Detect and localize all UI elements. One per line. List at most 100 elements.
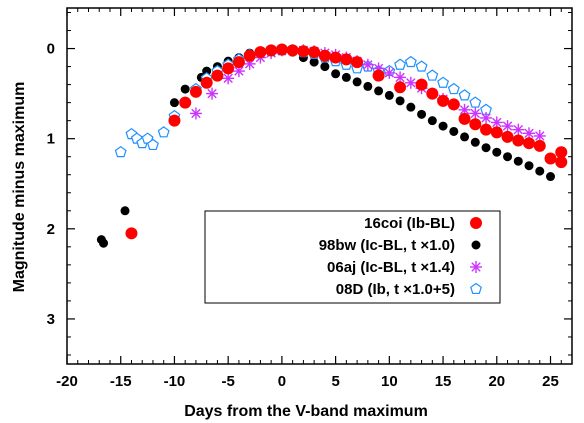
data-point [329, 51, 342, 64]
data-point [437, 76, 449, 88]
x-tick-label: 15 [435, 373, 452, 390]
legend-marker [470, 282, 482, 295]
data-point [180, 84, 190, 94]
x-tick-label: -15 [110, 373, 132, 390]
data-point [535, 166, 545, 176]
data-point [206, 87, 219, 100]
data-points [96, 43, 568, 248]
data-point [513, 156, 523, 166]
data-point [546, 172, 556, 182]
series-0 [125, 43, 568, 240]
data-point [383, 66, 396, 79]
data-point [179, 96, 192, 109]
data-point [372, 69, 385, 82]
data-point [320, 62, 330, 72]
x-tick-label: 0 [278, 373, 286, 390]
data-point [352, 77, 362, 87]
data-point [469, 107, 482, 120]
data-point [438, 121, 448, 131]
data-point [120, 206, 130, 216]
x-tick-label: 10 [381, 373, 398, 390]
data-point [189, 107, 202, 120]
data-point [512, 123, 525, 136]
data-point [340, 53, 353, 66]
axis-ticks [66, 8, 572, 364]
data-point [555, 156, 568, 169]
data-point [501, 130, 514, 143]
legend: 16coi (Ib-BL) 98bw (Ic-BL, t ×1.0) 06aj … [204, 210, 501, 304]
x-tick-label: -10 [164, 373, 186, 390]
y-tick-label: 2 [47, 221, 55, 238]
legend-marker [470, 217, 482, 229]
data-point [523, 127, 536, 140]
data-point [232, 56, 245, 69]
legend-label-16coi: 16coi (Ib-BL) [364, 215, 455, 232]
data-point [417, 109, 427, 119]
data-point [331, 69, 341, 79]
legend-label-08D: 08D (Ib, t ×1.0+5) [336, 281, 455, 298]
legend-marker [471, 240, 481, 250]
y-axis-title: Magnitude minus maximum [11, 82, 28, 293]
y-tick-label: 1 [47, 131, 55, 148]
data-point [404, 55, 417, 68]
y-tick-label: 0 [47, 41, 55, 58]
data-point [254, 46, 267, 59]
data-point [286, 44, 299, 57]
x-tick-label: -5 [221, 373, 234, 390]
data-point [147, 138, 159, 151]
data-point [458, 112, 471, 125]
data-point [351, 56, 364, 69]
data-point [524, 161, 534, 171]
x-tick-label: 20 [488, 373, 505, 390]
data-point [211, 69, 224, 82]
data-point [275, 43, 288, 56]
data-point [437, 94, 450, 107]
x-tick-label: -20 [56, 373, 78, 390]
data-point [447, 82, 460, 95]
data-point [480, 111, 493, 124]
data-point [533, 139, 546, 152]
data-point [168, 114, 181, 127]
data-point [427, 116, 437, 126]
data-point [308, 46, 321, 59]
data-point [265, 44, 278, 57]
data-point [169, 98, 179, 108]
legend-marker [470, 261, 482, 273]
data-point [200, 76, 213, 89]
data-point [470, 137, 480, 147]
data-point [99, 238, 109, 248]
data-point [544, 152, 557, 165]
data-point [384, 90, 394, 100]
data-point [374, 86, 384, 96]
data-point [512, 134, 525, 147]
x-tick-label: 5 [331, 373, 339, 390]
data-point [426, 69, 439, 81]
data-point [318, 49, 331, 62]
data-point [469, 96, 482, 108]
data-point [361, 58, 374, 71]
legend-label-98bw: 98bw (Ic-BL, t ×1.0) [319, 237, 455, 254]
data-point [447, 98, 460, 111]
data-point [415, 60, 428, 72]
data-point [202, 66, 212, 76]
data-point [189, 85, 202, 98]
data-point [309, 57, 319, 67]
data-point [490, 126, 503, 139]
data-point [341, 72, 351, 82]
data-point [503, 152, 513, 162]
data-point [481, 143, 491, 153]
data-point [480, 123, 493, 136]
plot-frame [66, 7, 573, 365]
data-point [394, 81, 407, 94]
data-point [222, 62, 235, 75]
data-point [157, 126, 170, 138]
data-point [406, 102, 416, 112]
y-tick-label: 3 [47, 311, 55, 328]
data-point [395, 96, 405, 106]
data-point [501, 120, 514, 133]
x-tick-label: 25 [542, 373, 559, 390]
data-point [460, 132, 470, 142]
data-point [523, 137, 536, 150]
legend-box [204, 210, 501, 304]
